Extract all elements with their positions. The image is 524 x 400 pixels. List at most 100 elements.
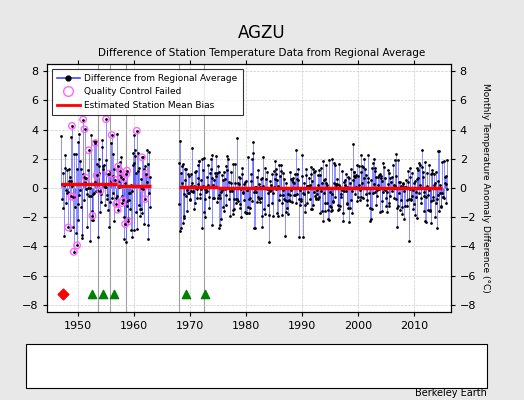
Point (306, 182, 314, 188)
Point (129, 132, 138, 138)
Point (304, 189, 312, 196)
Point (198, 156, 206, 162)
Point (303, 200, 311, 206)
Point (395, 189, 403, 196)
Point (384, 167, 392, 173)
Point (127, 234, 136, 241)
Point (203, 174, 212, 180)
Point (415, 160, 423, 167)
Point (438, 159, 446, 165)
Point (330, 160, 339, 166)
Point (70, 151, 79, 158)
Point (368, 165, 376, 172)
Text: ▲: ▲ (145, 361, 154, 371)
Point (92, 188, 101, 194)
Point (365, 184, 374, 191)
Point (242, 210, 250, 216)
Point (249, 188, 258, 195)
Point (99, 291, 107, 298)
Point (112, 194, 120, 201)
Point (272, 186, 280, 192)
Point (282, 180, 290, 186)
Point (190, 183, 199, 189)
Point (423, 206, 432, 213)
Point (72, 166, 81, 173)
Point (96, 199, 105, 206)
Point (80, 126, 89, 132)
Point (187, 170, 195, 177)
Point (190, 206, 198, 212)
Point (213, 163, 222, 169)
Point (248, 139, 257, 145)
Point (370, 165, 379, 172)
Point (62, 167, 71, 174)
Point (182, 166, 190, 172)
Point (441, 180, 449, 186)
Point (106, 140, 115, 147)
Point (442, 173, 451, 180)
Point (386, 175, 395, 181)
Point (401, 184, 409, 190)
Point (419, 193, 428, 200)
Point (249, 150, 257, 156)
Point (359, 156, 368, 162)
Point (145, 149, 154, 155)
Point (279, 191, 288, 198)
Point (296, 202, 304, 208)
Point (283, 204, 291, 211)
Point (284, 210, 292, 217)
Point (440, 174, 449, 180)
Point (88, 291, 96, 298)
Point (69, 194, 78, 200)
Point (121, 179, 129, 186)
Point (346, 166, 355, 172)
Point (405, 196, 413, 202)
Point (361, 166, 369, 172)
Point (216, 222, 225, 228)
Point (276, 173, 284, 179)
Point (341, 188, 350, 194)
Point (139, 166, 148, 172)
Point (61, 152, 69, 158)
Point (359, 164, 367, 171)
Point (338, 168, 346, 175)
Point (128, 188, 136, 194)
Point (327, 204, 335, 210)
Point (238, 164, 246, 171)
Point (379, 160, 387, 166)
Point (267, 187, 275, 194)
Point (84, 185, 92, 191)
Point (121, 221, 129, 227)
Point (119, 176, 127, 182)
Point (287, 187, 295, 193)
Point (295, 195, 303, 202)
Point (335, 206, 343, 212)
Point (107, 132, 116, 138)
Point (146, 204, 155, 210)
Point (79, 116, 88, 123)
Point (391, 172, 400, 179)
Point (413, 165, 421, 171)
Point (210, 194, 219, 201)
Point (342, 171, 350, 177)
Point (64, 224, 72, 231)
Point (439, 194, 447, 200)
Point (174, 160, 183, 166)
Point (440, 157, 448, 164)
Point (179, 161, 187, 168)
Point (133, 128, 141, 134)
Point (144, 222, 152, 228)
Point (278, 212, 286, 218)
Point (354, 173, 363, 180)
Point (374, 182, 383, 188)
Point (144, 160, 152, 167)
Point (433, 196, 441, 202)
Point (187, 188, 195, 194)
Point (418, 163, 426, 170)
Point (94, 163, 103, 169)
Point (274, 182, 282, 189)
Point (378, 178, 386, 184)
Point (408, 170, 417, 176)
Point (82, 174, 90, 181)
Point (185, 173, 193, 179)
